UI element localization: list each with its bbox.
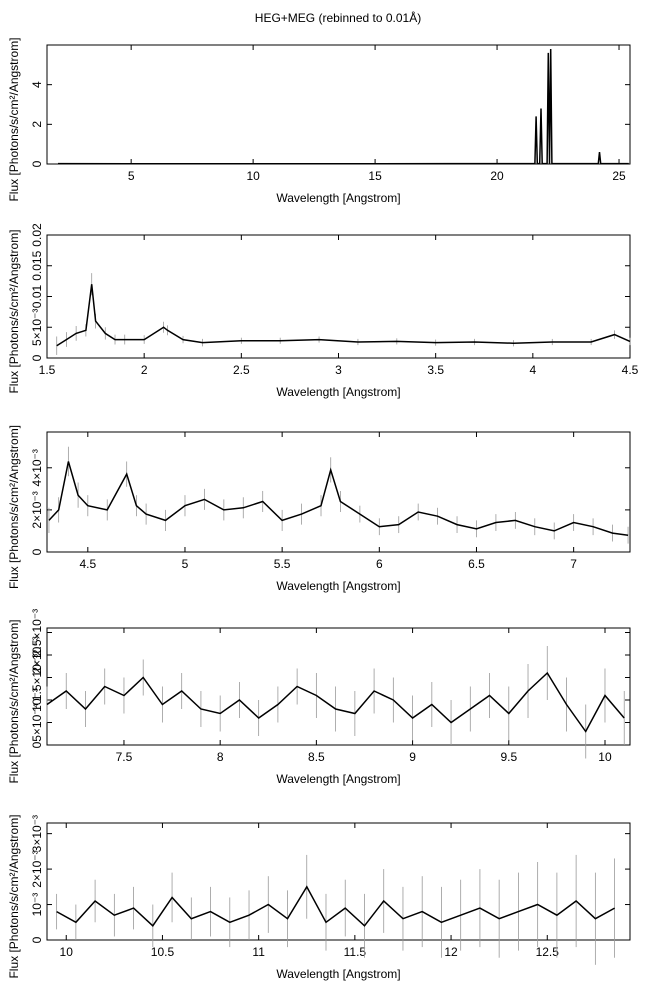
y-tick-label: 2.5×10⁻³ (30, 609, 44, 656)
y-tick-label: 1.5×10⁻³ (30, 654, 44, 701)
y-tick-label: 0 (30, 160, 44, 167)
x-tick-label: 10.5 (151, 945, 175, 959)
x-axis-label: Wavelength [Angstrom] (276, 191, 400, 205)
x-tick-label: 10 (246, 169, 260, 183)
y-axis-label: Flux [Photons/s/cm²/Angstrom] (7, 814, 21, 978)
plot-frame (46, 822, 631, 941)
y-tick-label: 10⁻³ (30, 893, 44, 917)
spectrum-line (56, 284, 631, 347)
y-tick-label: 2×10⁻³ (30, 850, 44, 887)
x-tick-label: 3.5 (427, 363, 444, 377)
y-tick-label: 2×10⁻³ (30, 491, 44, 528)
x-tick-label: 5 (182, 557, 189, 571)
y-tick-label: 0 (30, 548, 44, 555)
x-tick-label: 9 (409, 750, 416, 764)
x-tick-label: 10 (60, 945, 74, 959)
x-tick-label: 4.5 (622, 363, 639, 377)
x-axis-label: Wavelength [Angstrom] (276, 385, 400, 399)
x-tick-label: 8 (217, 750, 224, 764)
x-tick-label: 20 (490, 169, 504, 183)
x-axis-label: Wavelength [Angstrom] (276, 967, 400, 981)
y-axis-label: Flux [Photons/s/cm²/Angstrom] (7, 37, 21, 201)
x-tick-label: 12.5 (536, 945, 560, 959)
spectrum-line (46, 671, 625, 733)
spectrum-line (56, 885, 615, 927)
x-tick-label: 15 (368, 169, 382, 183)
y-tick-label: 0 (30, 741, 44, 748)
y-tick-label: 0.015 (30, 250, 44, 280)
y-axis-label: Flux [Photons/s/cm²/Angstrom] (7, 229, 21, 393)
x-tick-label: 5 (128, 169, 135, 183)
x-tick-label: 9.5 (500, 750, 517, 764)
x-tick-label: 1.5 (39, 363, 56, 377)
y-tick-label: 0 (30, 936, 44, 943)
x-tick-label: 3 (335, 363, 342, 377)
x-tick-label: 11 (252, 945, 265, 959)
x-tick-label: 4 (529, 363, 536, 377)
y-tick-label: 2×10⁻³ (30, 636, 44, 673)
x-tick-label: 2 (141, 363, 148, 377)
x-tick-label: 4.5 (79, 557, 96, 571)
x-axis-label: Wavelength [Angstrom] (276, 579, 400, 593)
y-tick-label: 5×10⁻⁴ (30, 703, 44, 742)
y-axis-label: Flux [Photons/s/cm²/Angstrom] (7, 425, 21, 589)
x-tick-label: 25 (612, 169, 626, 183)
y-tick-label: 2 (30, 121, 44, 128)
x-axis-label: Wavelength [Angstrom] (276, 772, 400, 786)
y-tick-label: 5×10⁻³ (30, 309, 44, 346)
x-tick-label: 6 (376, 557, 383, 571)
y-tick-label: 0 (30, 354, 44, 361)
y-tick-label: 3×10⁻³ (30, 815, 44, 852)
x-tick-label: 12 (444, 945, 458, 959)
y-tick-label: 10⁻³ (30, 688, 44, 712)
x-tick-label: 7.5 (116, 750, 133, 764)
y-tick-label: 0.02 (30, 223, 44, 247)
x-tick-label: 6.5 (468, 557, 485, 571)
y-tick-label: 4×10⁻³ (30, 449, 44, 486)
chart-title: HEG+MEG (rebinned to 0.01Å) (255, 10, 421, 25)
x-tick-label: 11.5 (344, 945, 367, 959)
y-tick-label: 0.01 (30, 284, 44, 308)
spectrum-line (57, 48, 629, 165)
plot-frame (46, 431, 631, 553)
spectrum-line (48, 461, 629, 536)
y-tick-label: 4 (30, 81, 44, 88)
x-tick-label: 8.5 (308, 750, 325, 764)
y-axis-label: Flux [Photons/s/cm²/Angstrom] (7, 619, 21, 783)
x-tick-label: 5.5 (274, 557, 291, 571)
x-tick-label: 10 (598, 750, 612, 764)
x-tick-label: 2.5 (233, 363, 250, 377)
x-tick-label: 7 (570, 557, 577, 571)
